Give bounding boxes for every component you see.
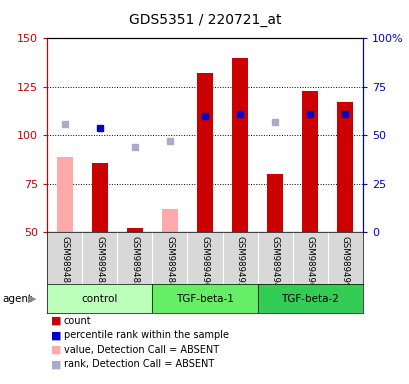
Bar (197, 73, 212, 232)
Text: ■: ■ (51, 330, 62, 340)
Text: agent: agent (2, 294, 32, 304)
Text: value, Detection Call = ABSENT: value, Detection Call = ABSENT (63, 345, 218, 355)
Bar (257, 284, 362, 313)
Bar (231, 58, 247, 232)
Text: rank, Detection Call = ABSENT: rank, Detection Call = ABSENT (63, 359, 213, 369)
Text: GSM989492: GSM989492 (235, 237, 244, 289)
Text: control: control (81, 293, 118, 304)
Bar (127, 228, 142, 232)
Text: GSM989485: GSM989485 (130, 237, 139, 289)
Text: GSM989496: GSM989496 (305, 237, 314, 289)
Text: TGF-beta-2: TGF-beta-2 (281, 293, 338, 304)
Text: GSM989490: GSM989490 (200, 237, 209, 289)
Text: ■: ■ (51, 345, 62, 355)
Text: GSM989499: GSM989499 (340, 237, 349, 289)
Bar (162, 209, 178, 232)
Text: ■: ■ (51, 359, 62, 369)
Bar (267, 174, 282, 232)
Text: count: count (63, 316, 91, 326)
Bar (92, 162, 108, 232)
Bar (152, 284, 257, 313)
Text: ▶: ▶ (28, 294, 36, 304)
Text: ■: ■ (51, 316, 62, 326)
Text: percentile rank within the sample: percentile rank within the sample (63, 330, 228, 340)
Text: GDS5351 / 220721_at: GDS5351 / 220721_at (128, 13, 281, 27)
Text: GSM989488: GSM989488 (165, 237, 174, 289)
Text: GSM989494: GSM989494 (270, 237, 279, 289)
Text: GSM989483: GSM989483 (95, 237, 104, 289)
Bar (47, 284, 152, 313)
Bar (57, 157, 72, 232)
Text: GSM989481: GSM989481 (60, 237, 69, 289)
Bar (337, 103, 352, 232)
Bar (301, 91, 317, 232)
Text: TGF-beta-1: TGF-beta-1 (175, 293, 234, 304)
